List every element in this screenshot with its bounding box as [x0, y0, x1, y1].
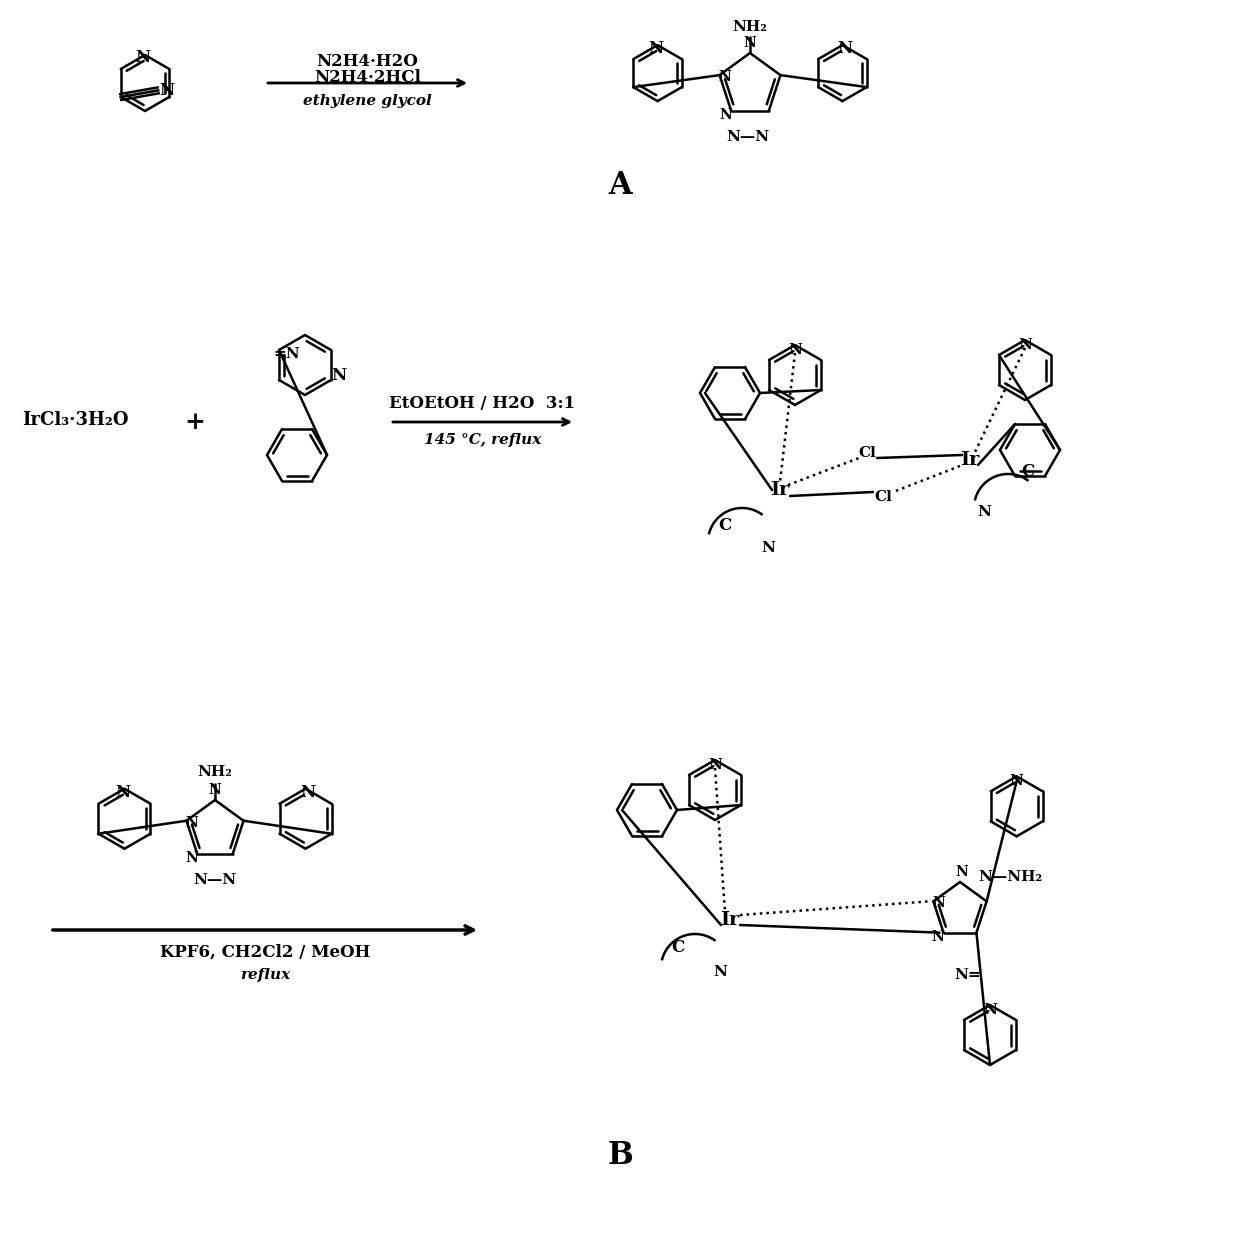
Text: N—NH₂: N—NH₂: [978, 870, 1042, 884]
Text: N: N: [1009, 774, 1023, 788]
Text: N: N: [208, 783, 222, 797]
Text: N: N: [744, 36, 756, 50]
Text: Ir: Ir: [960, 451, 980, 469]
Text: Ir: Ir: [720, 912, 740, 929]
Text: N: N: [135, 50, 150, 66]
Text: IrCl₃·3H₂O: IrCl₃·3H₂O: [22, 412, 129, 429]
Text: B: B: [608, 1140, 632, 1171]
Text: 145 °C, reflux: 145 °C, reflux: [424, 433, 541, 446]
Text: N2H4·H2O: N2H4·H2O: [316, 52, 418, 70]
Text: EtOEtOH / H2O  3:1: EtOEtOH / H2O 3:1: [389, 395, 575, 413]
Text: C: C: [1022, 464, 1034, 480]
Text: NH₂: NH₂: [197, 764, 232, 779]
Text: N=: N=: [955, 968, 981, 981]
Text: =N: =N: [274, 347, 300, 360]
Text: N—N: N—N: [193, 873, 237, 887]
Text: N: N: [931, 930, 944, 944]
Text: N: N: [713, 965, 727, 979]
Text: N: N: [708, 758, 722, 772]
Text: N: N: [977, 505, 991, 519]
Text: A: A: [608, 170, 632, 201]
Text: N: N: [185, 852, 197, 865]
Text: N2H4·2HCl: N2H4·2HCl: [314, 69, 420, 86]
Text: N—N: N—N: [727, 130, 770, 143]
Text: N: N: [718, 70, 730, 84]
Text: Cl: Cl: [858, 446, 875, 460]
Text: N: N: [160, 82, 175, 99]
Text: N: N: [115, 784, 130, 802]
Text: Ir: Ir: [770, 481, 790, 499]
Text: ethylene glycol: ethylene glycol: [303, 94, 432, 108]
Text: reflux: reflux: [239, 968, 290, 981]
Text: N: N: [837, 40, 852, 56]
Text: N: N: [331, 368, 346, 384]
Text: N: N: [932, 897, 945, 910]
Text: +: +: [185, 410, 206, 434]
Text: N: N: [761, 541, 775, 555]
Text: NH₂: NH₂: [733, 20, 768, 34]
Text: C: C: [671, 939, 684, 956]
Text: Cl: Cl: [874, 490, 892, 504]
Text: C: C: [718, 516, 732, 534]
Text: N: N: [1018, 338, 1032, 352]
Text: KPF6, CH2Cl2 / MeOH: KPF6, CH2Cl2 / MeOH: [160, 944, 371, 960]
Text: N: N: [983, 1003, 997, 1018]
Text: N: N: [719, 108, 733, 122]
Text: N: N: [789, 343, 802, 357]
Text: N: N: [956, 865, 968, 879]
Text: N: N: [649, 40, 663, 56]
Text: N: N: [185, 816, 198, 829]
Text: N: N: [300, 784, 315, 802]
